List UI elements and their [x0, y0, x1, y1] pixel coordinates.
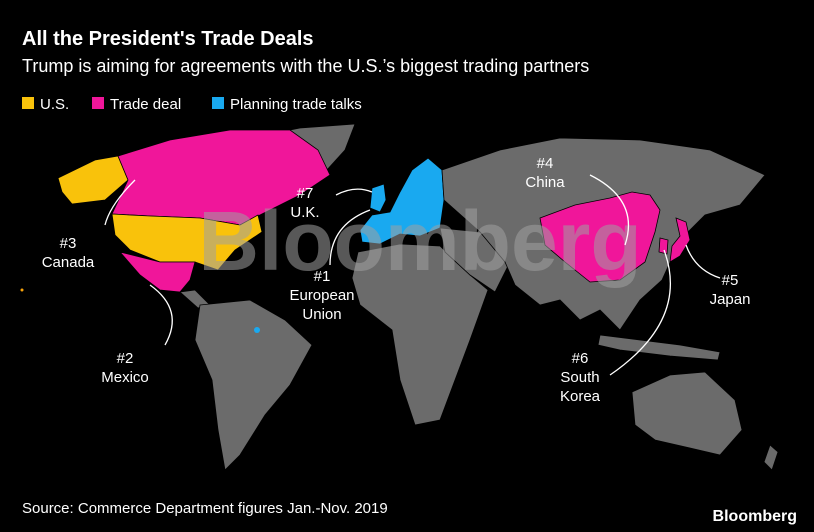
watermark: Bloomberg	[198, 194, 641, 288]
annotation-line: #7	[297, 185, 314, 202]
annotation-line: #3	[60, 235, 77, 252]
world-map	[20, 123, 779, 471]
arrow-china	[589, 174, 630, 246]
annotation-line: Japan	[710, 291, 751, 308]
arrow-korea	[609, 249, 672, 376]
arrows	[104, 174, 721, 376]
alaska	[57, 155, 129, 205]
legend: U.S. Trade deal Planning trade talks	[22, 96, 362, 113]
annotation-line: #2	[117, 350, 134, 367]
legend-label: Trade deal	[110, 96, 181, 113]
annotation-line: Union	[302, 306, 341, 323]
annotation-line: Mexico	[101, 369, 149, 386]
arrow-canada	[104, 179, 136, 226]
arrow-mexico	[149, 284, 173, 346]
annotation-line: #4	[537, 155, 554, 172]
annotation-line: #6	[572, 350, 589, 367]
source: Source: Commerce Department figures Jan.…	[22, 500, 388, 517]
subtitle: Trump is aiming for agreements with the …	[22, 56, 589, 76]
annotations: #7 U.K. #4 China #3 Canada #1 European Union #5 Ja…	[42, 155, 751, 405]
japan	[669, 217, 691, 263]
legend-label: U.S.	[40, 96, 69, 113]
legend-swatch	[212, 97, 224, 109]
annotation-line: Korea	[560, 388, 601, 405]
uk	[369, 183, 387, 213]
south-korea	[658, 237, 669, 255]
south-america	[194, 299, 313, 471]
annotation-line: #5	[722, 272, 739, 289]
united-states	[111, 213, 263, 271]
caribbean-dot	[254, 327, 260, 333]
annotation-line: China	[525, 174, 565, 191]
arrow-eu	[329, 209, 371, 266]
annotation-line: South	[560, 369, 599, 386]
annotation-line: Canada	[42, 254, 95, 271]
annotation-line: European	[289, 287, 354, 304]
new-zealand	[763, 444, 779, 471]
indonesia	[597, 334, 721, 361]
australia	[631, 371, 743, 456]
mexico	[118, 251, 196, 293]
hawaii-dot	[20, 288, 24, 292]
annotation-line: #1	[314, 268, 331, 285]
arrow-japan	[685, 244, 721, 279]
annotation-line: U.K.	[290, 204, 319, 221]
logo: Bloomberg	[713, 508, 797, 525]
title: All the President's Trade Deals	[22, 28, 314, 50]
legend-label: Planning trade talks	[230, 96, 362, 113]
arrow-uk	[335, 188, 373, 196]
legend-swatch	[22, 97, 34, 109]
legend-swatch	[92, 97, 104, 109]
china	[539, 191, 661, 283]
